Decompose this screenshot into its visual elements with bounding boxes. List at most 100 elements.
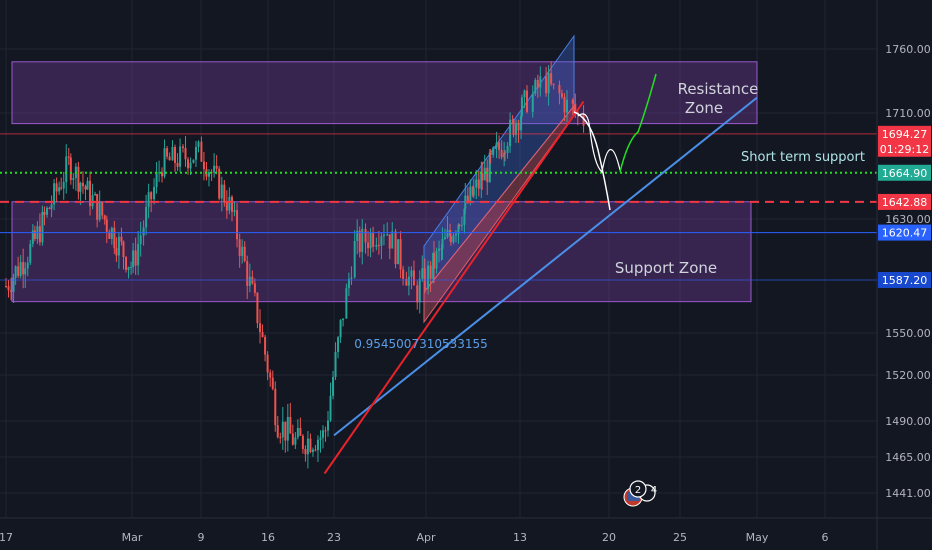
candle-body [120, 236, 123, 242]
candle-body [236, 210, 239, 240]
candle-body [220, 184, 223, 199]
candle-body [386, 234, 389, 236]
candle-body [274, 388, 277, 426]
candle-body [96, 194, 99, 220]
candle-body [416, 285, 419, 303]
x-tick-label: 17 [0, 531, 13, 544]
x-tick-label: 16 [261, 531, 275, 544]
candle-body [563, 96, 566, 113]
candle-body [179, 146, 182, 167]
candle-body [271, 377, 274, 389]
support-zone-label: Support Zone [615, 259, 717, 277]
x-tick-label: 25 [673, 531, 687, 544]
y-tick-label: 1760.00 [885, 43, 931, 56]
y-tick-label: 1630.00 [885, 213, 931, 226]
candle-body [72, 178, 75, 180]
candle-body [259, 323, 262, 333]
candle-body [517, 122, 520, 131]
candle-body [7, 286, 10, 291]
candle-body [125, 257, 128, 270]
short-term-support-label: Short term support [741, 150, 865, 165]
candle-body [150, 192, 153, 200]
candle-body [536, 80, 539, 88]
candle-body [86, 180, 89, 190]
candle-body [454, 233, 457, 236]
candle-body [81, 182, 84, 187]
price-badge-5 [878, 271, 931, 288]
candle-body [423, 268, 426, 290]
candle-body [327, 420, 330, 431]
candle-body [488, 152, 491, 183]
white-projection-wiggle [577, 113, 621, 174]
candle-body [103, 215, 106, 220]
candle-body [269, 372, 272, 378]
candle-body [345, 288, 348, 319]
candle-body [176, 162, 179, 167]
candle-body [523, 90, 526, 98]
candle-body [223, 184, 226, 203]
candle-body [498, 142, 501, 150]
x-tick-label: 6 [822, 531, 829, 544]
candle-body [407, 276, 410, 286]
candle-body [440, 248, 443, 250]
price-badge-text: 1694.27 [882, 128, 928, 141]
candle-body [446, 229, 449, 238]
candle-body [43, 211, 46, 215]
candle-body [91, 195, 94, 207]
candle-body [153, 186, 156, 200]
candle-body [382, 234, 385, 237]
candle-body [332, 376, 335, 396]
y-tick-label: 1520.00 [885, 369, 931, 382]
candle-body [480, 173, 483, 189]
candle-body [550, 73, 553, 84]
candle-body [405, 278, 408, 286]
count-badge-2 [629, 480, 647, 498]
resistance-zone-label-line1: Resistance [678, 80, 759, 98]
candle-body [84, 186, 87, 190]
candle-body [48, 208, 51, 210]
candle-body [435, 250, 438, 269]
price-badge-3 [878, 193, 931, 210]
candle-body [565, 99, 568, 113]
candle-body [163, 148, 166, 177]
price-badge-4 [878, 224, 931, 241]
price-badges: 1694.27 01:29:12 1664.90 1642.88 1620.47 1587… [878, 125, 931, 288]
candle-body [469, 186, 472, 203]
candle-body [552, 83, 555, 85]
x-tick-label: 9 [198, 531, 205, 544]
candle-body [515, 122, 518, 136]
candle-body [230, 196, 233, 212]
candle-body [337, 337, 340, 352]
candle-body [207, 172, 210, 177]
candle-body [14, 266, 17, 278]
x-tick-label: 13 [513, 531, 527, 544]
candle-body [94, 194, 97, 196]
candle-body [375, 244, 378, 247]
candle-body [65, 156, 68, 183]
candle-body [427, 265, 430, 290]
candle-body [506, 146, 509, 154]
candle-body [399, 239, 402, 270]
trendline-ratio-label: 0.9545007310533155 [354, 337, 488, 351]
candle-body [67, 156, 70, 158]
candle-body [134, 250, 137, 266]
candle-body [284, 421, 287, 441]
y-tick-label: 1490.00 [885, 415, 931, 428]
candle-body [339, 320, 342, 338]
candle-body [241, 246, 244, 257]
projection-paths [573, 73, 657, 211]
green-projection-path [619, 73, 657, 173]
candle-body [26, 262, 29, 269]
candle-body [296, 427, 299, 438]
candle-body [22, 262, 25, 275]
candle-body [289, 416, 292, 434]
candle-body [24, 268, 27, 275]
candle-body [108, 231, 111, 239]
white-projection-path [573, 111, 611, 211]
candle-body [495, 142, 498, 148]
candle-body [192, 159, 195, 163]
annotation-labels: Resistance Zone Support Zone Short term … [354, 80, 865, 351]
